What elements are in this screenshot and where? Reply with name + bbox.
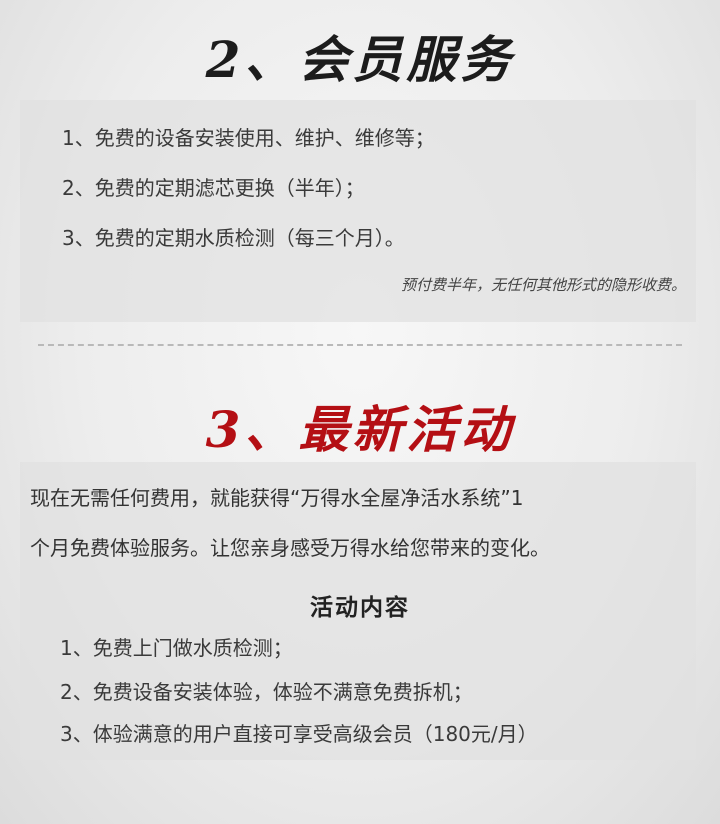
section-divider <box>38 344 682 346</box>
member-service-item-3: 3、免费的定期水质检测（每三个月）。 <box>62 226 405 250</box>
activity-item-3: 3、体验满意的用户直接可享受高级会员（180元/月） <box>60 722 538 746</box>
activity-intro-line-2: 个月免费体验服务。让您亲身感受万得水给您带来的变化。 <box>30 536 550 560</box>
member-service-panel <box>20 100 696 322</box>
member-service-item-1: 1、免费的设备安装使用、维护、维修等； <box>62 126 435 150</box>
latest-activity-title: 3、最新活动 <box>205 400 515 459</box>
member-service-item-2: 2、免费的定期滤芯更换（半年）； <box>62 176 365 200</box>
latest-activity-panel <box>20 462 696 760</box>
activity-content-heading: 活动内容 <box>310 594 410 621</box>
prepay-note: 预付费半年，无任何其他形式的隐形收费。 <box>400 276 686 294</box>
activity-intro-line-1: 现在无需任何费用，就能获得“万得水全屋净活水系统”1 <box>30 486 524 510</box>
activity-item-1: 1、免费上门做水质检测； <box>60 636 293 660</box>
member-service-title: 2、会员服务 <box>205 30 515 89</box>
activity-item-2: 2、免费设备安装体验，体验不满意免费拆机； <box>60 680 473 704</box>
